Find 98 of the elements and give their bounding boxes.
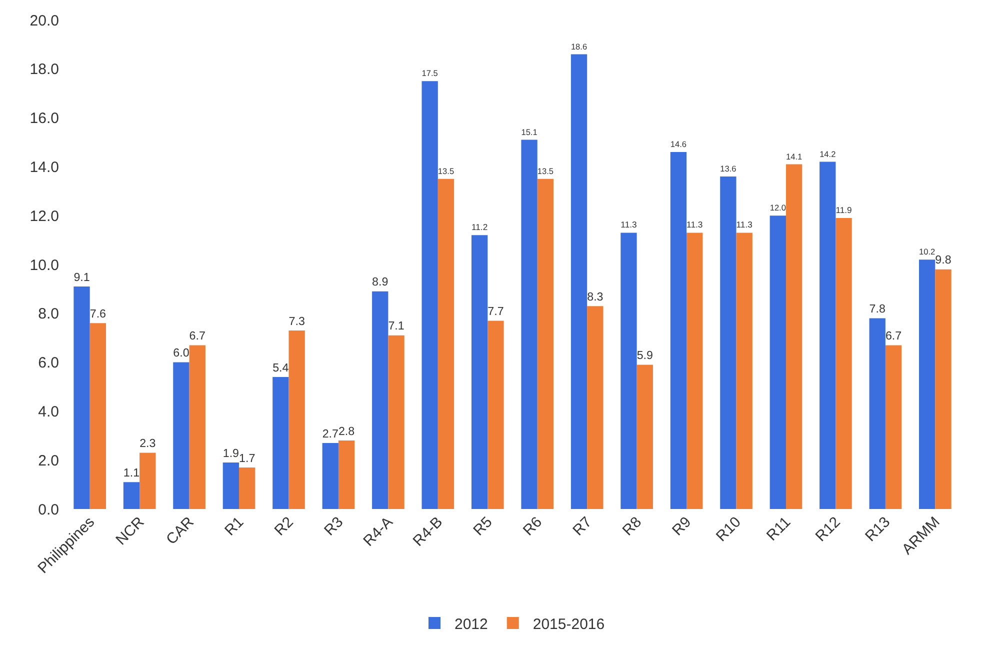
- bar: [438, 178, 454, 509]
- bar: [820, 162, 836, 509]
- bar: [935, 269, 952, 509]
- data-label: 14.6: [670, 139, 687, 150]
- data-label: 11.3: [736, 220, 753, 230]
- bar: [288, 330, 305, 509]
- data-label: 14.1: [786, 151, 803, 162]
- y-tick-label: 18.0: [30, 61, 59, 78]
- bar: [636, 364, 653, 509]
- bar: [620, 232, 637, 509]
- bar: [123, 482, 140, 509]
- x-tick-label: R8: [619, 514, 645, 540]
- data-label: 2.7: [322, 427, 338, 440]
- x-tick-label: R2: [271, 514, 297, 540]
- data-label: 6.7: [885, 330, 902, 343]
- data-label: 18.6: [570, 41, 588, 52]
- bar: [388, 335, 404, 509]
- data-label: 9.8: [935, 254, 952, 267]
- x-tick-label: R5: [470, 514, 496, 540]
- x-tick-label: R11: [763, 514, 794, 544]
- data-label: 7.1: [388, 320, 404, 333]
- bar: [537, 178, 554, 509]
- data-label: 15.1: [521, 126, 538, 137]
- y-tick-label: 16.0: [30, 110, 59, 128]
- bar: [471, 235, 488, 509]
- data-label: 11.3: [620, 220, 637, 230]
- data-label: 13.5: [438, 166, 454, 176]
- data-label: 17.5: [422, 68, 438, 78]
- bar: [372, 291, 388, 509]
- data-label: 12.0: [770, 202, 786, 213]
- x-tick-label: R7: [570, 514, 596, 540]
- data-label: 2.3: [140, 437, 156, 450]
- x-tick-label: R9: [669, 514, 695, 540]
- bar: [686, 232, 703, 509]
- data-label: 7.3: [288, 314, 305, 328]
- bar: [670, 152, 687, 509]
- bar: [222, 462, 240, 509]
- y-tick-label: 10.0: [30, 256, 59, 274]
- x-tick-label: R13: [862, 514, 894, 546]
- data-label: 8.3: [587, 290, 604, 304]
- data-label: 6.0: [173, 346, 190, 360]
- bar: [919, 260, 936, 509]
- legend-label: 2015-2016: [532, 616, 605, 633]
- y-tick-label: 20.0: [30, 12, 59, 30]
- y-tick-label: 14.0: [30, 158, 59, 176]
- bar: [786, 164, 802, 509]
- bar: [140, 452, 156, 509]
- bar: [422, 81, 438, 509]
- bar: [587, 306, 604, 509]
- bar: [570, 54, 588, 509]
- data-label: 7.8: [869, 302, 886, 316]
- data-label: 7.7: [488, 305, 504, 318]
- data-label: 13.6: [720, 164, 737, 174]
- y-tick-label: 0.0: [38, 501, 59, 518]
- bar: [770, 216, 786, 509]
- x-tick-label: R12: [812, 514, 844, 546]
- data-label: 7.6: [90, 308, 106, 320]
- bar: [736, 232, 752, 509]
- data-label: 11.9: [836, 205, 852, 216]
- data-label: 2.8: [338, 424, 355, 438]
- bar: [322, 442, 338, 509]
- data-label: 1.9: [222, 446, 239, 460]
- bar: [836, 218, 852, 509]
- data-label: 6.7: [189, 330, 206, 343]
- bar: [239, 467, 256, 509]
- data-label: 11.2: [471, 222, 488, 232]
- x-tick-label: R6: [520, 514, 546, 540]
- data-label: 5.4: [272, 361, 290, 374]
- y-tick-label: 6.0: [38, 354, 59, 372]
- x-tick-label: R10: [712, 514, 744, 546]
- bar: [272, 376, 289, 509]
- bar: [720, 176, 736, 509]
- y-tick-label: 4.0: [38, 403, 59, 420]
- y-tick-label: 12.0: [30, 208, 59, 225]
- bar: [189, 345, 206, 509]
- bar: [74, 286, 90, 509]
- data-label: 1.1: [123, 466, 140, 480]
- bar: [488, 320, 504, 509]
- data-label: 9.1: [74, 270, 90, 284]
- y-tick-label: 8.0: [38, 306, 59, 323]
- data-label: 11.3: [686, 220, 703, 230]
- legend-label: 2012: [454, 616, 488, 633]
- y-tick-label: 2.0: [38, 452, 59, 470]
- x-tick-label: CAR: [163, 513, 198, 548]
- bar: [90, 323, 106, 509]
- bar: [885, 345, 902, 509]
- data-label: 1.7: [239, 452, 256, 465]
- bar: [338, 440, 355, 509]
- data-label: 14.2: [820, 148, 836, 159]
- x-tick-label: R3: [321, 514, 347, 540]
- data-label: 10.2: [919, 246, 936, 257]
- data-label: 13.5: [537, 166, 554, 176]
- bar: [173, 362, 190, 509]
- data-label: 8.9: [372, 276, 388, 289]
- x-tick-label: R1: [222, 514, 248, 540]
- data-label: 5.9: [636, 349, 653, 362]
- bar: [869, 318, 886, 509]
- bar: [521, 140, 538, 509]
